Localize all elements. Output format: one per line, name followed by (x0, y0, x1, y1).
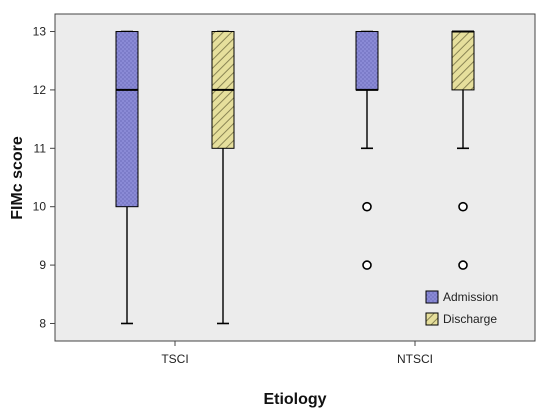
y-tick-label: 13 (33, 25, 47, 39)
iqr-box (115, 31, 139, 208)
x-axis: TSCI NTSCI (161, 341, 433, 366)
legend-label-admission: Admission (443, 290, 498, 304)
x-axis-title: Etiology (263, 391, 326, 408)
box-discharge-ntsci (451, 30, 475, 270)
boxes-layer (115, 30, 475, 325)
y-axis: 8 9 10 11 12 13 (33, 25, 55, 330)
y-tick-label: 11 (34, 141, 47, 155)
legend: Admission Discharge (425, 290, 498, 326)
y-tick-label: 12 (33, 83, 47, 97)
legend-swatch-discharge (425, 312, 439, 326)
x-tick-label: NTSCI (397, 352, 433, 366)
iqr-box (355, 31, 379, 91)
legend-label-discharge: Discharge (443, 312, 497, 326)
iqr-box (451, 31, 475, 91)
y-tick-label: 9 (39, 258, 46, 272)
outlier-point (362, 201, 372, 212)
outlier-point (458, 260, 468, 270)
outlier-point (458, 201, 468, 212)
outlier-point (362, 260, 372, 270)
y-axis-title: FIMc score (9, 136, 26, 220)
box-discharge-tsci (211, 30, 235, 325)
x-tick-label: TSCI (161, 352, 188, 366)
y-tick-label: 8 (39, 316, 46, 330)
box-admission-ntsci (355, 30, 379, 270)
box-admission-tsci (115, 30, 139, 325)
legend-swatch-admission (425, 290, 439, 304)
y-tick-label: 10 (33, 200, 47, 214)
